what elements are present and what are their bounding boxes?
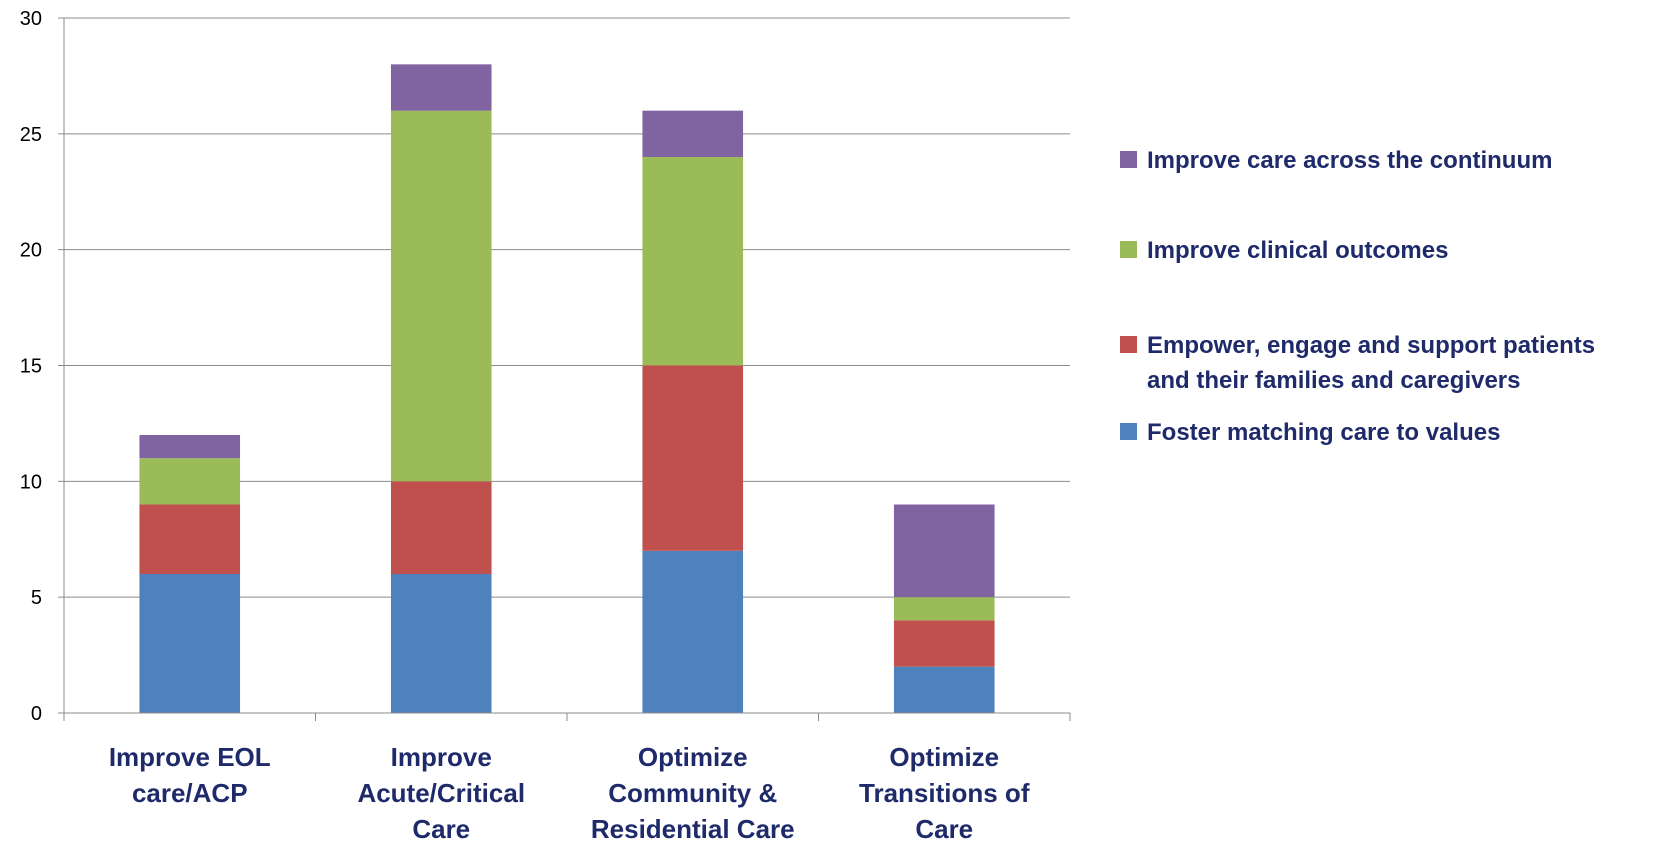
bar-segment [139, 574, 241, 713]
bar-segment [390, 481, 492, 574]
bar-segment [642, 365, 744, 551]
bar-segment [642, 157, 744, 366]
legend: Improve care across the continuum Improve… [1120, 147, 1595, 446]
bar-segment [139, 504, 241, 574]
y-tick-label: 30 [20, 8, 42, 30]
bars [139, 64, 995, 713]
legend-swatch [1120, 423, 1137, 440]
bar-segment [390, 64, 492, 111]
bar-segment [893, 597, 995, 621]
x-category-label: Care [412, 814, 470, 844]
x-category-labels: Improve EOL care/ACP Improve Acute/Critical… [109, 742, 1030, 844]
axes [58, 17, 1071, 721]
bar-segment [390, 574, 492, 713]
x-category-label: care/ACP [132, 778, 248, 808]
legend-label: and their families and caregivers [1147, 367, 1521, 394]
legend-label: Empower, engage and support patients [1147, 332, 1595, 359]
y-tick-label: 20 [20, 240, 42, 262]
x-category-label: Residential Care [591, 814, 795, 844]
legend-swatch [1120, 241, 1137, 258]
legend-swatch [1120, 336, 1137, 353]
x-category-label: Care [915, 814, 973, 844]
bar-segment [139, 435, 241, 459]
x-category-label: Improve EOL [109, 742, 271, 772]
y-tick-label: 0 [31, 703, 42, 725]
legend-label: Improve clinical outcomes [1147, 237, 1448, 264]
bar-segment [893, 504, 995, 598]
y-tick-label: 15 [20, 356, 42, 378]
bar-segment [893, 620, 995, 667]
bar-segment [893, 666, 995, 713]
x-category-label: Acute/Critical [357, 778, 525, 808]
legend-label: Foster matching care to values [1147, 419, 1500, 446]
bar-segment [390, 110, 492, 482]
x-category-label: Optimize [889, 742, 999, 772]
legend-swatch [1120, 151, 1137, 168]
x-category-label: Community & [608, 778, 777, 808]
y-tick-label: 25 [20, 124, 42, 146]
x-category-label: Improve [391, 742, 492, 772]
bar-segment [642, 550, 744, 713]
y-tick-labels: 0 5 10 15 20 25 30 [20, 8, 42, 725]
y-tick-label: 10 [20, 471, 42, 493]
bar-segment [139, 458, 241, 505]
y-tick-label: 5 [31, 587, 42, 609]
bar-segment [642, 110, 744, 157]
x-category-label: Transitions of [859, 778, 1030, 808]
x-category-label: Optimize [638, 742, 748, 772]
legend-label: Improve care across the continuum [1147, 147, 1552, 174]
